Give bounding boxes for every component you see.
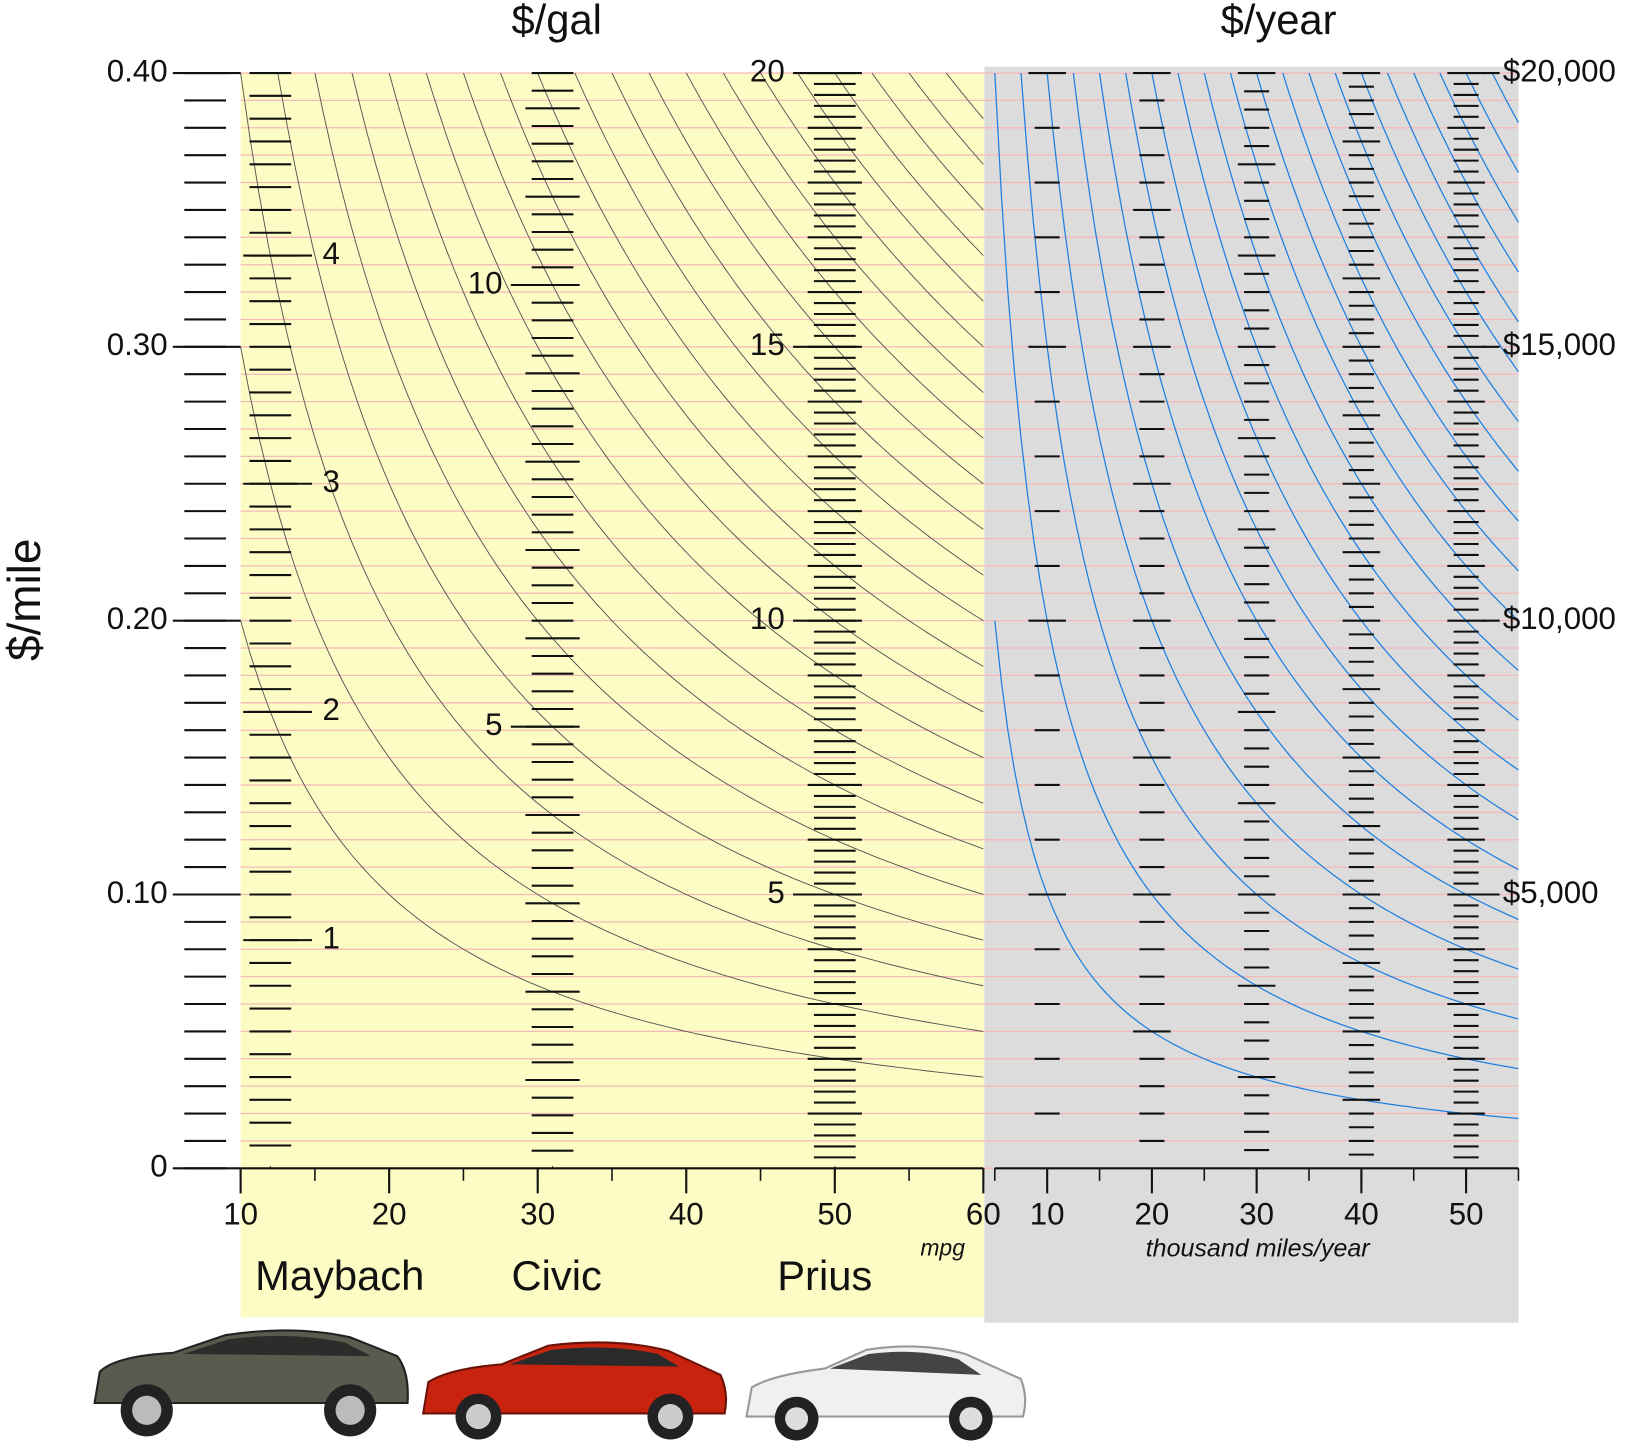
cost-curve [1334, 72, 1519, 422]
cost-curve [1439, 72, 1520, 223]
price-curve [908, 72, 984, 165]
cost-curve [1282, 72, 1519, 522]
price-curve [537, 72, 984, 622]
price-curve [314, 72, 984, 895]
price-tick-label: 10 [468, 265, 503, 300]
price-curve [611, 72, 984, 530]
price-curve [500, 72, 984, 667]
vehicle-name: Maybach [255, 1252, 424, 1299]
price-tick-label: 3 [322, 464, 339, 499]
x2-tick-label: 10 [1030, 1197, 1065, 1232]
cost-curve [1360, 72, 1519, 373]
price-tick-label: 1 [322, 920, 339, 955]
price-curve [240, 620, 984, 1078]
x2-tick-label: 50 [1449, 1197, 1484, 1232]
x2-tick-label: 20 [1135, 1197, 1170, 1232]
y2-tick-label: $20,000 [1503, 53, 1616, 88]
price-tick-label: 5 [485, 707, 502, 742]
y-tick-label: 0.30 [107, 327, 168, 362]
y2-tick-label: $15,000 [1503, 327, 1616, 362]
cost-curve [1072, 72, 1519, 920]
x-tick-label: 50 [817, 1197, 852, 1232]
y2-tick-label: $5,000 [1503, 875, 1599, 910]
price-curve [574, 72, 984, 576]
cost-curve [1308, 72, 1519, 472]
grid [240, 72, 1519, 1169]
car-maybach [93, 1329, 409, 1437]
x-tick-label: 10 [223, 1197, 258, 1232]
x2-tick-label: 40 [1344, 1197, 1379, 1232]
title-left: $/gal [511, 0, 601, 43]
cost-curve [1046, 72, 1519, 970]
y-tick-label: 0 [150, 1149, 167, 1184]
price-curve [240, 72, 984, 987]
price-curve [425, 72, 984, 759]
vehicle-name: Civic [511, 1252, 601, 1299]
cost-curve [1386, 72, 1519, 323]
cost-curve [1491, 72, 1520, 124]
x-tick-label: 60 [966, 1197, 1001, 1232]
x2-tick-label: 30 [1239, 1197, 1274, 1232]
marks: 0 0.10 0.20 0.30 0.40 $5,000 $10,000 $15,000 $20… [107, 53, 1616, 1299]
price-curve [871, 72, 984, 211]
price-tick-label: 5 [767, 875, 784, 910]
y-tick-label: 0.10 [107, 875, 168, 910]
vehicle-name: Prius [777, 1252, 872, 1299]
price-curve [797, 72, 984, 302]
price-curve [834, 72, 984, 256]
cost-curve [1020, 72, 1519, 1020]
price-curve [240, 346, 984, 1032]
car-civic [421, 1341, 728, 1440]
x2-axis-label: thousand miles/year [1146, 1234, 1372, 1262]
price-tick-label: 2 [322, 692, 339, 727]
mpg-panel [240, 73, 985, 1318]
cost-curve [1151, 72, 1519, 771]
x-axis-label: mpg [920, 1235, 965, 1261]
price-curve [351, 72, 984, 850]
price-curve [388, 72, 984, 804]
price-curve [760, 72, 984, 348]
y-axis-label: $/mile [0, 539, 50, 661]
cost-curve [1465, 72, 1520, 173]
y2-tick-label: $10,000 [1503, 601, 1616, 636]
price-tick-label: 10 [750, 601, 785, 636]
car-prius [745, 1345, 1027, 1441]
cost-curve [1098, 72, 1519, 871]
cost-curve [1177, 72, 1519, 721]
y-tick-label: 0.20 [107, 601, 168, 636]
price-tick-label: 15 [750, 327, 785, 362]
price-curve [945, 72, 984, 119]
price-curve [277, 72, 984, 941]
cost-curve [1229, 72, 1519, 622]
price-tick-label: 20 [750, 53, 785, 88]
x-tick-label: 30 [520, 1197, 555, 1232]
x-tick-label: 20 [372, 1197, 407, 1232]
title-right: $/year [1221, 0, 1337, 43]
price-tick-label: 4 [322, 236, 339, 271]
cost-curve [1125, 72, 1519, 821]
x-tick-label: 40 [669, 1197, 704, 1232]
price-curve [462, 72, 984, 713]
y-tick-label: 0.40 [107, 53, 168, 88]
